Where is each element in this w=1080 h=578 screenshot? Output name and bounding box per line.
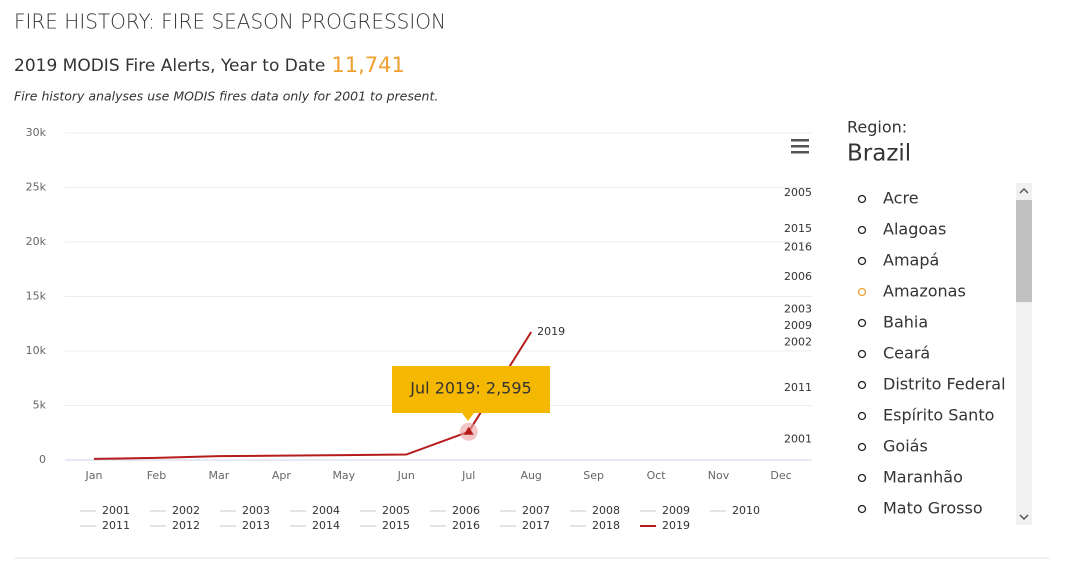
x-tick-label: Jan: [85, 469, 103, 482]
region-name: Distrito Federal: [883, 375, 1006, 394]
region-name: Amapá: [883, 251, 939, 270]
bullet: [857, 411, 867, 421]
legend-label: 2018: [592, 519, 620, 532]
legend-label: 2003: [242, 504, 270, 517]
menu-bar: [791, 151, 809, 154]
region: Brazil: [847, 141, 911, 167]
note: Fire history analyses use MODIS fires da…: [14, 89, 438, 104]
region-name: Maranhão: [883, 468, 963, 487]
region-name: Mato Grosso: [883, 499, 983, 518]
region-name: Espírito Santo: [883, 406, 994, 425]
x-tick-label: Jul: [461, 469, 475, 482]
end-label: 2001: [784, 432, 812, 445]
menu-bar: [791, 139, 809, 142]
legend-label: 2006: [452, 504, 480, 517]
menu-bar: [791, 145, 809, 148]
legend-label: 2015: [382, 519, 410, 532]
legend-label: 2007: [522, 504, 550, 517]
bullet: [857, 287, 867, 297]
legend-label: 2004: [312, 504, 340, 517]
end-label: 2015: [784, 222, 812, 235]
bullet: [857, 194, 867, 204]
region-item[interactable]: Acre: [857, 189, 919, 208]
region-name: Alagoas: [883, 220, 946, 239]
legend-label: 2005: [382, 504, 410, 517]
region-name: Bahia: [883, 313, 928, 332]
x-tick-label: Apr: [272, 469, 292, 482]
region-name: Acre: [883, 189, 919, 208]
y-tick-label: 5k: [33, 399, 47, 412]
x-tick-label: Feb: [147, 469, 166, 482]
y-tick-label: 20k: [26, 235, 47, 248]
end-label: 2002: [784, 335, 812, 348]
y-tick-label: 25k: [26, 181, 47, 194]
y-tick-label: 30k: [26, 126, 47, 139]
scrollbar-thumb[interactable]: [1016, 200, 1032, 302]
bullet: [857, 349, 867, 359]
menu-icon[interactable]: [791, 139, 809, 154]
y-tick-label: 15k: [26, 290, 47, 303]
region-item[interactable]: Bahia: [857, 313, 929, 332]
x-tick-label: Dec: [770, 469, 791, 482]
bullet: [857, 256, 867, 266]
end-label: 2003: [784, 303, 812, 316]
legend-label: 2008: [592, 504, 620, 517]
region-item[interactable]: Espírito Santo: [857, 406, 995, 425]
region-name: Amazonas: [883, 282, 966, 301]
region-item[interactable]: Goiás: [857, 437, 928, 456]
region-item[interactable]: Maranhão: [857, 468, 963, 487]
end-label: 2016: [784, 240, 812, 253]
series-line: [93, 331, 533, 460]
legend-label: 2019: [662, 519, 690, 532]
end-label: 2005: [784, 186, 812, 199]
x-tick-label: May: [332, 469, 355, 482]
bullet: [857, 504, 867, 514]
region-item[interactable]: Ceará: [857, 344, 931, 363]
hover-marker: [463, 426, 474, 435]
bullet: [857, 380, 867, 390]
region-item[interactable]: Mato Grosso: [857, 499, 983, 518]
legend-label: 2014: [312, 519, 340, 532]
legend-label: 2009: [662, 504, 690, 517]
region-item[interactable]: Amazonas: [857, 282, 966, 301]
y-tick-label: 10k: [26, 344, 47, 357]
bullet: [857, 442, 867, 452]
region-item[interactable]: Distrito Federal: [857, 375, 1006, 394]
region-label: Region:: [847, 118, 907, 137]
x-tick-label: Mar: [209, 469, 230, 482]
bullet: [857, 225, 867, 235]
bullet: [857, 473, 867, 483]
end-label: 2011: [784, 381, 812, 394]
scroll-arrows[interactable]: [1019, 187, 1029, 521]
x-tick-label: Oct: [647, 469, 667, 482]
legend-label: 2017: [522, 519, 550, 532]
tooltip-box: [392, 366, 550, 421]
region-item[interactable]: Amapá: [857, 251, 940, 270]
y-tick-label: 0: [39, 453, 46, 466]
subtitle: 2019 MODIS Fire Alerts, Year to Date 11,7…: [14, 53, 405, 77]
total: 11,741: [331, 53, 404, 77]
legend-label: 2001: [102, 504, 130, 517]
x-tick-label: Jun: [397, 469, 415, 482]
legend-label: 2013: [242, 519, 270, 532]
x-tick-label: Aug: [520, 469, 541, 482]
bullet: [857, 318, 867, 328]
tooltip-text: Jul 2019: 2,595: [409, 379, 531, 398]
page-title: FIRE HISTORY: FIRE SEASON PROGRESSION: [14, 10, 446, 34]
legend-label: 2002: [172, 504, 200, 517]
x-tick-label: Sep: [583, 469, 604, 482]
region-name: Goiás: [883, 437, 928, 456]
x-tick-label: Nov: [708, 469, 730, 482]
region-name: Ceará: [883, 344, 930, 363]
legend-label: 2010: [732, 504, 760, 517]
series-end-label: 2019: [537, 325, 565, 338]
subtitle-text: 2019 MODIS Fire Alerts, Year to Date: [14, 56, 325, 76]
legend-label: 2012: [172, 519, 200, 532]
end-label: 2006: [784, 270, 812, 283]
legend-label: 2011: [102, 519, 130, 532]
region-item[interactable]: Alagoas: [857, 220, 947, 239]
legend-label: 2016: [452, 519, 480, 532]
end-label: 2009: [784, 319, 812, 332]
